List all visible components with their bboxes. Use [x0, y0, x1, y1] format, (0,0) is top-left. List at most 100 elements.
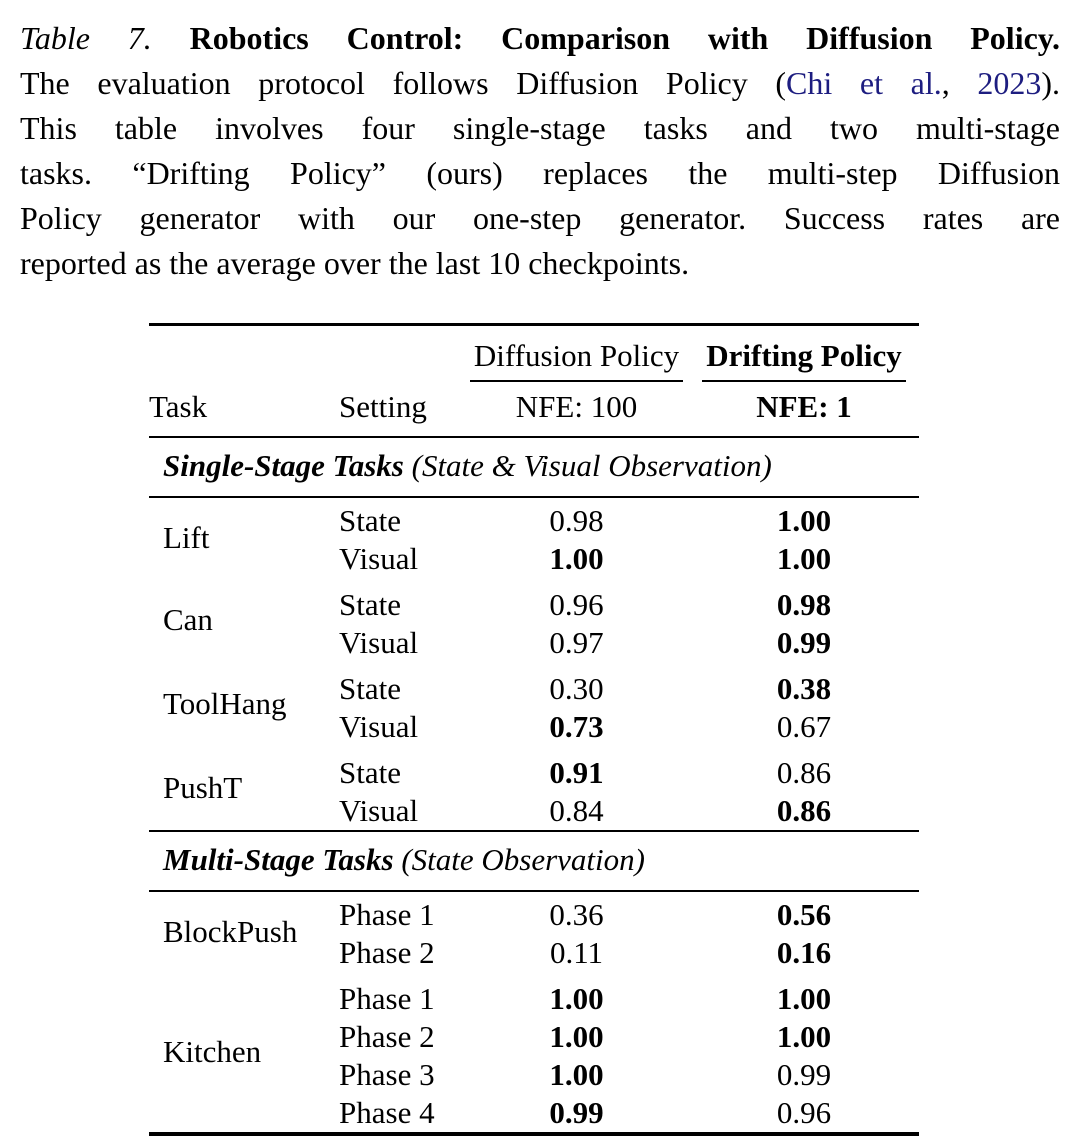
section-title: Single-Stage Tasks: [163, 448, 404, 483]
empty-cell: [339, 325, 464, 383]
caption-line-1: Table 7. Robotics Control: Comparison wi…: [20, 16, 1060, 61]
caption-text: ).: [1041, 65, 1061, 101]
diffusion-value: 0.99: [549, 1095, 604, 1130]
table-row: Phase 3 1.00 0.99: [149, 1056, 919, 1094]
diffusion-value: 0.98: [549, 503, 604, 538]
drifting-value: 0.16: [776, 935, 832, 970]
table-row: Visual 0.84 0.86: [149, 792, 919, 831]
setting-cell: Visual: [339, 709, 419, 744]
task-name: BlockPush: [163, 914, 298, 949]
table-row: ToolHang State 0.30 0.38: [149, 662, 919, 721]
table-body: Single-Stage Tasks (State & Visual Obser…: [149, 437, 919, 1134]
section-header-multi-stage: Multi-Stage Tasks (State Observation): [149, 831, 919, 891]
drifting-value: 1.00: [776, 541, 832, 576]
caption-line-3: This table involves four single-stage ta…: [20, 110, 1060, 146]
diffusion-value: 0.96: [549, 587, 604, 622]
table-row: Visual 0.73 0.67: [149, 708, 919, 746]
setting-cell: Phase 1: [339, 981, 435, 1016]
section-header-cell: Multi-Stage Tasks (State Observation): [149, 831, 919, 891]
drifting-value: 0.86: [776, 793, 832, 828]
drifting-value: 0.99: [776, 625, 832, 660]
diffusion-value: 1.00: [549, 1019, 604, 1054]
task-name: Lift: [163, 520, 210, 555]
drifting-value: 0.67: [776, 709, 832, 744]
diffusion-value: 0.97: [549, 625, 604, 660]
setting-cell: Visual: [339, 625, 419, 660]
drifting-policy-header: Drifting Policy: [689, 325, 919, 382]
task-name: Kitchen: [163, 1034, 262, 1069]
drifting-policy-label: Drifting Policy: [702, 339, 906, 382]
method-header-row: Diffusion Policy Drifting Policy: [149, 325, 919, 383]
table-row: PushT State 0.91 0.86: [149, 746, 919, 805]
table-row: Can State 0.96 0.98: [149, 578, 919, 637]
setting-cell: State: [339, 755, 401, 790]
setting-cell: State: [339, 503, 401, 538]
section-header-single-stage: Single-Stage Tasks (State & Visual Obser…: [149, 437, 919, 497]
drifting-value: 0.56: [776, 897, 832, 932]
caption-line-5: Policy generator with our one-step gener…: [20, 200, 1060, 236]
table-number-label: Table 7.: [20, 20, 152, 56]
table-row: Kitchen Phase 1 1.00 1.00: [149, 972, 919, 1069]
task-name: ToolHang: [163, 686, 287, 721]
diffusion-value: 0.73: [549, 709, 604, 744]
task-name: Can: [163, 602, 213, 637]
setting-cell: Phase 1: [339, 897, 435, 932]
caption-line-6: reported as the average over the last 10…: [20, 245, 690, 281]
column-header-row: Task Setting NFE: 100 NFE: 1: [149, 382, 919, 437]
diffusion-value: 1.00: [549, 1057, 604, 1092]
diffusion-policy-header: Diffusion Policy: [464, 325, 689, 382]
section-header-cell: Single-Stage Tasks (State & Visual Obser…: [149, 437, 919, 497]
setting-cell: Phase 3: [339, 1057, 435, 1092]
task-column-header: Task: [149, 389, 208, 424]
table-row: Phase 2 0.11 0.16: [149, 934, 919, 972]
setting-cell: Phase 2: [339, 1019, 435, 1054]
table-head: Diffusion Policy Drifting Policy Task Se…: [149, 325, 919, 437]
drifting-value: 0.86: [776, 755, 832, 790]
setting-cell: Visual: [339, 793, 419, 828]
setting-column-header: Setting: [339, 389, 427, 424]
diffusion-value: 0.84: [549, 793, 604, 828]
setting-cell: State: [339, 671, 401, 706]
section-note: (State Observation): [401, 842, 645, 877]
nfe-100-header: NFE: 100: [515, 389, 638, 424]
caption-text: The evaluation protocol follows Diffusio…: [20, 65, 787, 101]
section-title: Multi-Stage Tasks: [163, 842, 394, 877]
setting-cell: Phase 2: [339, 935, 435, 970]
section-note: (State & Visual Observation): [411, 448, 772, 483]
empty-cell: [149, 325, 339, 383]
table-caption: Table 7. Robotics Control: Comparison wi…: [0, 0, 1080, 286]
setting-cell: Phase 4: [339, 1095, 435, 1130]
drifting-value: 0.38: [776, 671, 832, 706]
caption-title: Robotics Control: Comparison with Diffus…: [189, 20, 1061, 56]
task-name: PushT: [163, 770, 243, 805]
drifting-value: 0.96: [776, 1095, 832, 1130]
citation-separator: ,: [941, 65, 978, 101]
diffusion-value: 0.91: [549, 755, 604, 790]
drifting-value: 1.00: [776, 503, 832, 538]
results-table: Diffusion Policy Drifting Policy Task Se…: [149, 323, 919, 1136]
diffusion-value: 1.00: [549, 981, 604, 1016]
setting-cell: Visual: [339, 541, 419, 576]
diffusion-value: 0.11: [549, 935, 604, 970]
setting-cell: State: [339, 587, 401, 622]
drifting-value: 0.98: [776, 587, 832, 622]
drifting-value: 1.00: [776, 1019, 832, 1054]
citation-link-authors[interactable]: Chi et al.: [786, 65, 942, 101]
table-row: Visual 1.00 1.00: [149, 540, 919, 578]
table-row: Phase 2 1.00 1.00: [149, 1018, 919, 1056]
table-row: Lift State 0.98 1.00: [149, 497, 919, 555]
diffusion-value: 1.00: [549, 541, 604, 576]
table-row: BlockPush Phase 1 0.36 0.56: [149, 891, 919, 949]
citation-link-year[interactable]: 2023: [977, 65, 1042, 101]
diffusion-value: 0.30: [549, 671, 604, 706]
nfe-1-header: NFE: 1: [756, 389, 852, 424]
drifting-value: 1.00: [776, 981, 832, 1016]
diffusion-policy-label: Diffusion Policy: [469, 339, 684, 382]
caption-line-4: tasks. “Drifting Policy” (ours) replaces…: [20, 155, 1060, 191]
diffusion-value: 0.36: [549, 897, 604, 932]
caption-line-2: The evaluation protocol follows Diffusio…: [20, 61, 1060, 106]
table-row: Visual 0.97 0.99: [149, 624, 919, 662]
table-row: Phase 4 0.99 0.96: [149, 1094, 919, 1134]
drifting-value: 0.99: [776, 1057, 832, 1092]
